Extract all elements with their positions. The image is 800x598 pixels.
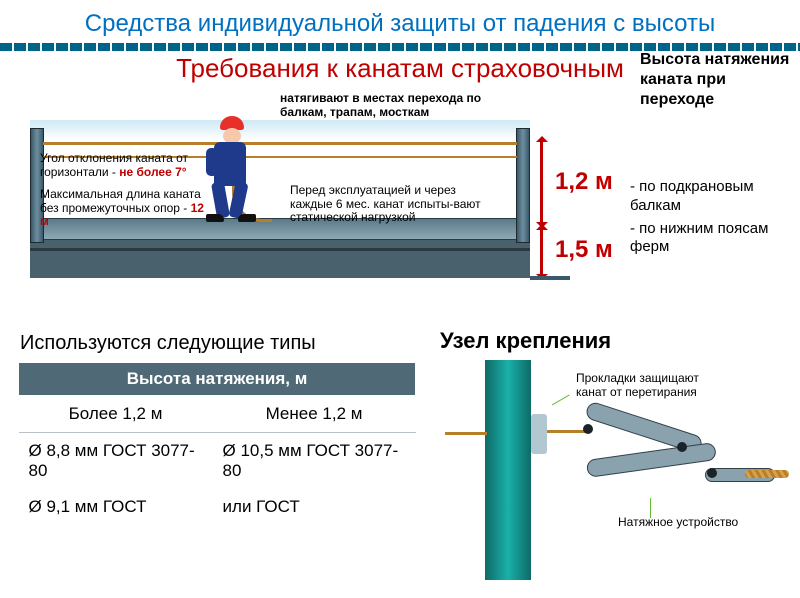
page-title: Средства индивидуальной защиты от падени… [0,0,800,39]
note-top: натягивают в местах перехода по балкам, … [280,92,510,120]
column [485,360,531,580]
protective-pad [531,414,547,454]
callout-tensioner: Натяжное устройство [618,516,778,530]
note-angle: Угол отклонения каната от горизонтали - … [40,152,200,180]
post-right [516,128,530,243]
table-row: Ø 9,1 мм ГОСТили ГОСТ [19,489,416,525]
dim-arrow-12 [540,138,543,226]
node-section-title: Узел крепления [440,328,611,354]
height-list: - по подкрановым балкам - по нижним пояс… [630,178,798,261]
note-test: Перед эксплуатацией и через каждые 6 мес… [290,184,490,225]
col-a: Более 1,2 м [19,396,213,433]
table-section-title: Используются следующие типы [20,332,316,355]
dim-value-15: 1,5 м [555,236,613,264]
rope-end [745,470,789,478]
rope-types-table: Высота натяжения, м Более 1,2 мМенее 1,2… [18,362,416,525]
bracket [586,442,717,478]
safety-rope [43,142,517,145]
dim-value-12: 1,2 м [555,168,613,196]
col-b: Менее 1,2 м [213,396,416,433]
table-header: Высота натяжения, м [19,363,416,396]
table-row: Ø 8,8 мм ГОСТ 3077-80Ø 10,5 мм ГОСТ 3077… [19,433,416,490]
note-length: Максимальная длина каната без промежуточ… [40,188,210,229]
height-heading: Высота натяжения каната при переходе [640,50,790,110]
callout-pad: Прокладки защищают канат от перетирания [576,372,716,400]
dim-arrow-15 [540,226,543,278]
